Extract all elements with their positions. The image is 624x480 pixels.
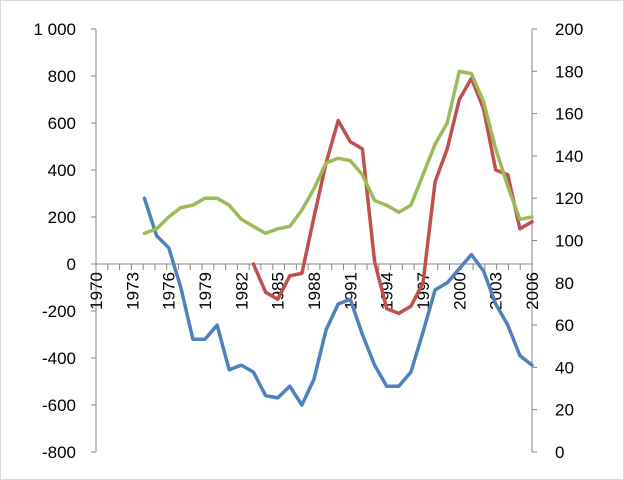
x-axis-tick-label: 1997 [414, 272, 433, 310]
left-axis-tick-labels: -800 -600 -400 -200 0 200 400 600 800 1 000 [33, 20, 76, 462]
right-axis-tick-label: 80 [555, 274, 574, 293]
x-axis-tick-label: 1976 [160, 272, 179, 310]
x-axis-tick-label: 1985 [269, 272, 288, 310]
right-axis-tick-labels: 0 20 40 60 80 100 120 140 160 180 200 [555, 20, 583, 462]
series-line-1 [142, 196, 534, 407]
x-axis-tick-label: 1988 [305, 272, 324, 310]
series-line-2 [251, 76, 534, 316]
right-axis-tick-label: 140 [555, 147, 583, 166]
series-line-3 [142, 69, 534, 236]
left-axis-tick-label: -600 [42, 396, 76, 415]
axes [91, 28, 537, 453]
x-axis-tick-label: 2003 [487, 272, 506, 310]
right-axis-tick-label: 60 [555, 316, 574, 335]
left-axis-tick-label: 800 [48, 67, 76, 86]
right-axis-tick-label: 120 [555, 189, 583, 208]
left-axis-tick-label: 0 [67, 255, 76, 274]
right-axis-tick-label: 20 [555, 401, 574, 420]
right-axis-tick-label: 200 [555, 20, 583, 39]
left-axis-tick-label: 400 [48, 161, 76, 180]
right-axis-tick-label: 0 [555, 443, 564, 462]
right-axis-tick-label: 180 [555, 62, 583, 81]
series-lines [142, 69, 534, 407]
x-axis-tick-label: 1979 [196, 272, 215, 310]
left-axis-tick-label: 600 [48, 114, 76, 133]
x-axis-tick-labels: 1970 1973 1976 1979 1982 1985 1988 1991 1994 1997… [87, 272, 542, 310]
x-axis-tick-label: 1982 [232, 272, 251, 310]
left-axis-tick-label: -200 [42, 302, 76, 321]
left-axis-tick-label: -800 [42, 443, 76, 462]
x-axis-tick-label: 1970 [87, 272, 106, 310]
left-axis-tick-label: 200 [48, 208, 76, 227]
x-axis-tick-label: 2000 [450, 272, 469, 310]
right-axis-tick-label: 160 [555, 105, 583, 124]
left-axis-tick-label: -400 [42, 349, 76, 368]
right-axis-tick-label: 100 [555, 232, 583, 251]
right-axis-tick-label: 40 [555, 358, 574, 377]
left-axis-tick-label: 1 000 [33, 20, 76, 39]
x-axis-tick-label: 1994 [378, 272, 397, 310]
x-axis-tick-label: 1973 [123, 272, 142, 310]
x-axis-tick-label: 2006 [523, 272, 542, 310]
